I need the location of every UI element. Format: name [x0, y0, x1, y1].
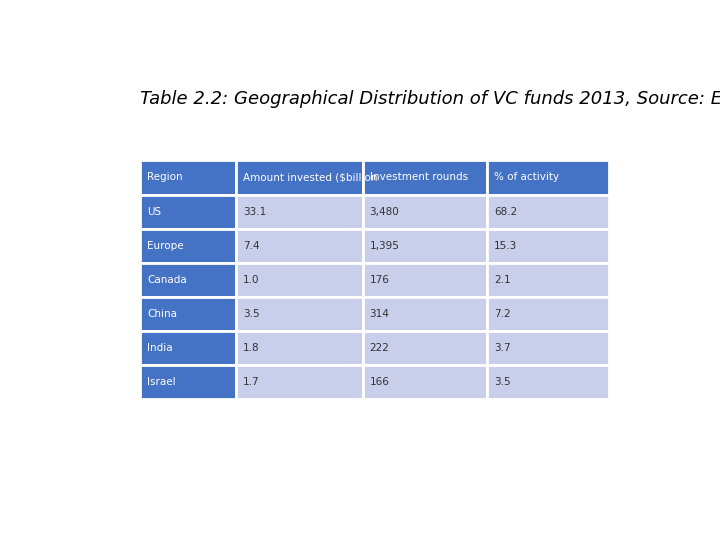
Bar — [140, 194, 236, 228]
Text: India: India — [147, 343, 173, 353]
Bar — [236, 365, 363, 399]
Text: 3.5: 3.5 — [243, 309, 260, 319]
Bar — [363, 365, 487, 399]
Bar — [140, 228, 236, 263]
Bar — [363, 194, 487, 228]
Text: 166: 166 — [369, 377, 390, 387]
Text: 3.5: 3.5 — [494, 377, 510, 387]
Bar — [487, 228, 609, 263]
Bar — [140, 331, 236, 365]
Text: 1.8: 1.8 — [243, 343, 260, 353]
Text: 1.0: 1.0 — [243, 275, 259, 285]
Bar — [140, 297, 236, 331]
Text: Table 2.2: Geographical Distribution of VC funds 2013, Source: EY (2014).: Table 2.2: Geographical Distribution of … — [140, 91, 720, 109]
Bar — [140, 365, 236, 399]
Text: % of activity: % of activity — [494, 172, 559, 183]
Text: 1,395: 1,395 — [369, 241, 400, 251]
Bar — [140, 160, 236, 194]
Text: Israel: Israel — [147, 377, 176, 387]
Bar — [236, 331, 363, 365]
Bar — [363, 160, 487, 194]
Bar — [487, 365, 609, 399]
Text: 7.2: 7.2 — [494, 309, 510, 319]
Text: 1.7: 1.7 — [243, 377, 260, 387]
Bar — [363, 331, 487, 365]
Bar — [236, 160, 363, 194]
Bar — [363, 297, 487, 331]
Bar — [487, 297, 609, 331]
Text: 15.3: 15.3 — [494, 241, 517, 251]
Bar — [236, 228, 363, 263]
Bar — [487, 263, 609, 297]
Text: 33.1: 33.1 — [243, 207, 266, 217]
Text: Amount invested ($billion: Amount invested ($billion — [243, 172, 377, 183]
Text: 68.2: 68.2 — [494, 207, 517, 217]
Text: Region: Region — [147, 172, 183, 183]
Bar — [487, 331, 609, 365]
Bar — [236, 194, 363, 228]
Text: 2.1: 2.1 — [494, 275, 510, 285]
Text: China: China — [147, 309, 177, 319]
Bar — [236, 297, 363, 331]
Text: 176: 176 — [369, 275, 390, 285]
Bar — [140, 263, 236, 297]
Text: 314: 314 — [369, 309, 390, 319]
Text: 3,480: 3,480 — [369, 207, 400, 217]
Bar — [363, 263, 487, 297]
Text: 222: 222 — [369, 343, 390, 353]
Bar — [236, 263, 363, 297]
Text: US: US — [147, 207, 161, 217]
Text: Europe: Europe — [147, 241, 184, 251]
Bar — [487, 194, 609, 228]
Text: 3.7: 3.7 — [494, 343, 510, 353]
Bar — [487, 160, 609, 194]
Bar — [363, 228, 487, 263]
Text: 7.4: 7.4 — [243, 241, 260, 251]
Text: Investment rounds: Investment rounds — [369, 172, 468, 183]
Text: Canada: Canada — [147, 275, 186, 285]
